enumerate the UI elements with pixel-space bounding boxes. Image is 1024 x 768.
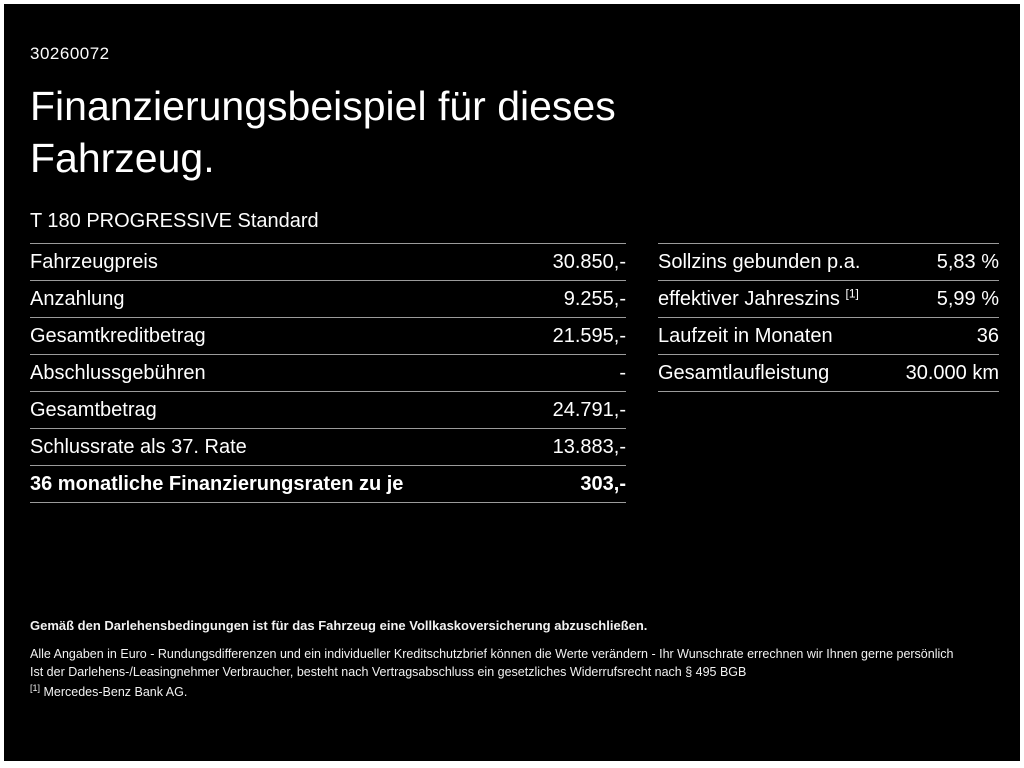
financing-sheet: 30260072 Finanzierungsbeispiel für diese… [4, 4, 1020, 761]
row-label: Anzahlung [30, 288, 125, 311]
row-value: - [619, 362, 626, 385]
table-row: Fahrzeugpreis 30.850,- [30, 243, 626, 280]
row-value: 5,99 % [936, 288, 999, 311]
row-label: Gesamtlaufleistung [658, 362, 830, 385]
page-title: Finanzierungsbeispiel für dieses Fahrzeu… [30, 80, 999, 184]
row-value: 5,83 % [936, 251, 999, 274]
row-value: 13.883,- [552, 436, 626, 459]
row-label: Schlussrate als 37. Rate [30, 436, 247, 459]
table-row: Schlussrate als 37. Rate 13.883,- [30, 428, 626, 465]
footnote-text: Mercedes-Benz Bank AG. [43, 685, 188, 700]
table-row: Gesamtlaufleistung 30.000 km [658, 354, 999, 393]
table-row: Gesamtkreditbetrag 21.595,- [30, 317, 626, 354]
row-label: 36 monatliche Finanzierungsraten zu je [30, 473, 404, 496]
vehicle-model: T 180 PROGRESSIVE Standard [30, 210, 319, 233]
footer-disclaimer-1: Alle Angaben in Euro - Rundungsdifferenz… [30, 647, 954, 661]
footer-bank-note: [1] Mercedes-Benz Bank AG. [30, 683, 999, 699]
row-label: Gesamtbetrag [30, 399, 157, 422]
table-row: Abschlussgebühren - [30, 354, 626, 391]
row-value: 30.850,- [552, 251, 626, 274]
row-label: Sollzins gebunden p.a. [658, 251, 861, 274]
row-label: Gesamtkreditbetrag [30, 325, 206, 348]
legal-footer: Gemäß den Darlehensbedingungen ist für d… [30, 618, 999, 699]
page-title-line2: Fahrzeug. [30, 135, 215, 182]
table-row: Sollzins gebunden p.a. 5,83 % [658, 243, 999, 280]
offer-id: 30260072 [30, 44, 110, 63]
table-row: effektiver Jahreszins [1] 5,99 % [658, 280, 999, 317]
financing-table-left: Fahrzeugpreis 30.850,- Anzahlung 9.255,-… [30, 243, 626, 504]
row-value: 303,- [580, 473, 626, 496]
footnote-marker: [1] [30, 683, 41, 693]
financing-table-right: Sollzins gebunden p.a. 5,83 % effektiver… [658, 243, 999, 393]
footer-insurance-note: Gemäß den Darlehensbedingungen ist für d… [30, 618, 648, 633]
row-value: 9.255,- [563, 288, 626, 311]
footer-disclaimer-2: Ist der Darlehens-/Leasingnehmer Verbrau… [30, 665, 747, 679]
financing-tables: Fahrzeugpreis 30.850,- Anzahlung 9.255,-… [30, 243, 999, 504]
row-value: 36 [976, 325, 999, 348]
row-value: 30.000 km [905, 362, 999, 385]
row-label: Abschlussgebühren [30, 362, 206, 385]
table-row-monthly-rate: 36 monatliche Finanzierungsraten zu je 3… [30, 465, 626, 504]
content-area: 30260072 Finanzierungsbeispiel für diese… [30, 4, 999, 761]
row-label: Laufzeit in Monaten [658, 325, 833, 348]
table-row: Gesamtbetrag 24.791,- [30, 391, 626, 428]
row-value: 24.791,- [552, 399, 626, 422]
row-value: 21.595,- [552, 325, 626, 348]
page-title-line1: Finanzierungsbeispiel für dieses [30, 83, 616, 129]
table-row: Laufzeit in Monaten 36 [658, 317, 999, 354]
row-label: effektiver Jahreszins [1] [658, 286, 859, 311]
row-label: Fahrzeugpreis [30, 251, 158, 274]
footnote-ref: [1] [845, 286, 859, 301]
table-row: Anzahlung 9.255,- [30, 280, 626, 317]
